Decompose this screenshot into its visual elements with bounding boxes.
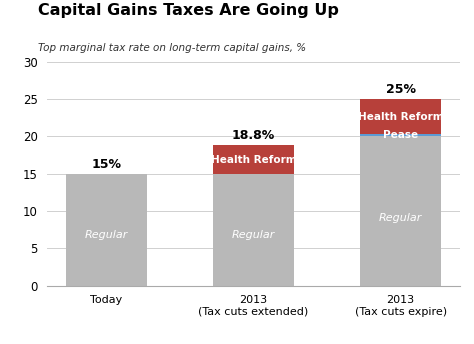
- Text: Health Reform: Health Reform: [358, 112, 443, 122]
- Bar: [213, 146, 294, 174]
- Text: Health Reform: Health Reform: [211, 154, 296, 164]
- Text: Pease: Pease: [383, 130, 418, 140]
- Text: 15%: 15%: [91, 158, 121, 171]
- Text: 25%: 25%: [386, 83, 416, 96]
- Text: Capital Gains Taxes Are Going Up: Capital Gains Taxes Are Going Up: [38, 3, 339, 19]
- Text: 18.8%: 18.8%: [232, 129, 275, 142]
- Text: Regular: Regular: [379, 213, 422, 224]
- Bar: [213, 174, 294, 286]
- Bar: [360, 134, 441, 137]
- Bar: [66, 174, 147, 286]
- Text: Regular: Regular: [232, 230, 275, 240]
- Text: Regular: Regular: [85, 230, 128, 240]
- Bar: [360, 137, 441, 286]
- Bar: [360, 99, 441, 134]
- Text: Top marginal tax rate on long-term capital gains, %: Top marginal tax rate on long-term capit…: [38, 43, 306, 53]
